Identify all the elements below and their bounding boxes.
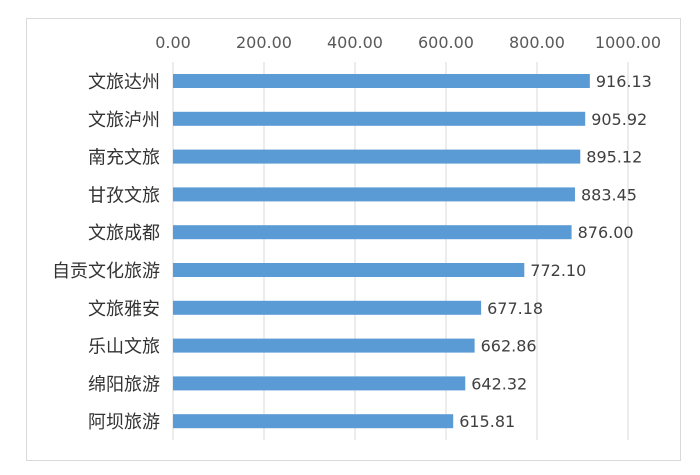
category-label: 乐山文旅	[88, 337, 160, 358]
x-tick-label: 200.00	[236, 33, 292, 52]
data-label: 662.86	[481, 337, 537, 356]
bar	[173, 414, 454, 429]
data-label: 615.81	[459, 412, 515, 431]
bar	[173, 111, 586, 126]
category-label: 文旅成都	[88, 223, 160, 244]
data-label: 883.45	[581, 185, 637, 204]
x-tick-label: 600.00	[418, 33, 474, 52]
bar	[173, 225, 572, 240]
data-label: 895.12	[586, 148, 642, 167]
bars	[173, 74, 590, 429]
x-tick-label: 800.00	[509, 33, 565, 52]
data-label: 642.32	[471, 374, 527, 393]
bar	[173, 338, 475, 353]
category-labels: 文旅达州文旅泸州南充文旅甘孜文旅文旅成都自贡文化旅游文旅雅安乐山文旅绵阳旅游阿坝…	[52, 72, 160, 433]
category-label: 绵阳旅游	[88, 374, 160, 395]
x-tick-label: 0.00	[155, 33, 191, 52]
category-label: 阿坝旅游	[88, 412, 160, 433]
x-axis-ticks: 0.00 200.00 400.00 600.00 800.00 1000.00	[155, 33, 661, 52]
category-label: 文旅雅安	[88, 299, 160, 320]
data-labels: 916.13 905.92 895.12 883.45 876.00 772.10 677.…	[459, 72, 652, 431]
bar	[173, 376, 466, 391]
data-label: 772.10	[530, 261, 586, 280]
bar	[173, 263, 525, 277]
x-tick-label: 400.00	[327, 33, 383, 52]
bar	[173, 149, 581, 164]
bar	[173, 74, 590, 88]
data-label: 916.13	[596, 72, 652, 91]
data-label: 905.92	[591, 110, 647, 129]
x-tick-label: 1000.00	[595, 33, 661, 52]
category-label: 文旅达州	[88, 72, 160, 93]
bar	[173, 300, 482, 315]
data-label: 677.18	[487, 299, 543, 318]
bar	[173, 187, 575, 202]
category-label: 南充文旅	[88, 148, 160, 169]
category-label: 自贡文化旅游	[52, 261, 160, 282]
category-label: 甘孜文旅	[88, 185, 160, 206]
category-label: 文旅泸州	[88, 110, 160, 131]
data-label: 876.00	[578, 223, 634, 242]
